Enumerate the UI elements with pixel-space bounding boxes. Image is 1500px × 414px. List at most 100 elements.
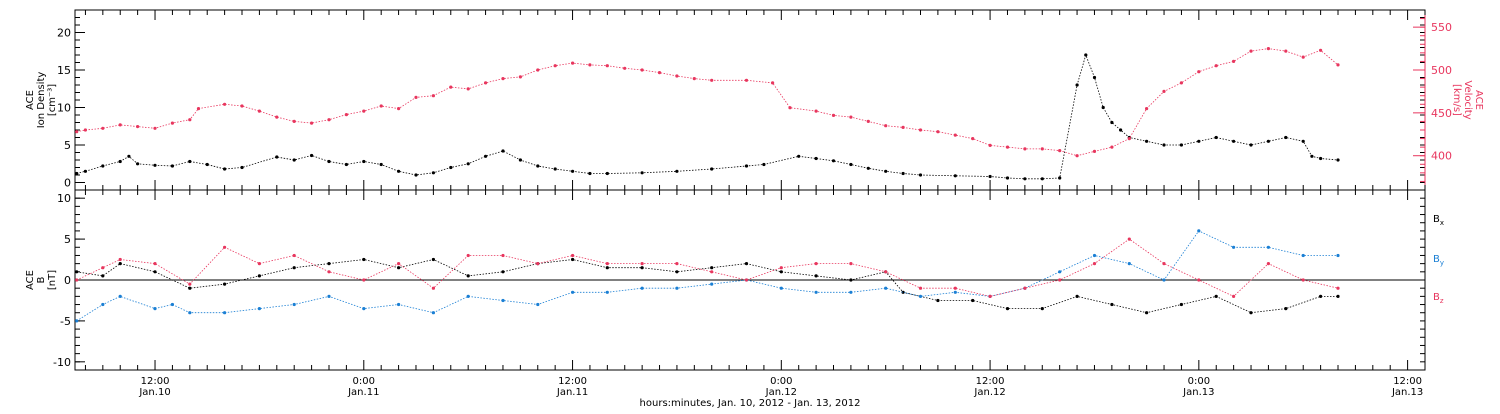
data-point <box>918 128 923 132</box>
data-point <box>884 270 888 274</box>
legend-bx-main: B <box>1433 214 1440 225</box>
data-point <box>640 68 644 72</box>
data-point <box>571 290 575 294</box>
x-tick-time: 0:00 <box>1188 376 1210 387</box>
data-point <box>692 77 696 81</box>
data-point <box>118 294 122 298</box>
data-point <box>1084 53 1088 57</box>
data-point <box>1301 278 1305 282</box>
x-tick-date: Jan.10 <box>138 387 170 398</box>
x-tick-time: 12:00 <box>141 376 170 387</box>
data-point <box>223 311 227 315</box>
data-point <box>1284 307 1288 311</box>
legend-by-sub: y <box>1440 259 1444 267</box>
series-trace <box>76 230 1338 322</box>
data-point <box>1101 105 1105 110</box>
x-tick-time: 12:00 <box>976 376 1005 387</box>
data-point <box>101 274 105 278</box>
data-point <box>605 262 609 266</box>
data-point <box>788 106 792 110</box>
data-point <box>1197 229 1201 233</box>
data-point <box>1336 158 1340 162</box>
data-point <box>275 115 279 119</box>
x-tick-date: Jan.11 <box>556 387 588 398</box>
legend-bx-sub: x <box>1440 219 1444 227</box>
data-point <box>710 282 714 286</box>
legend-bx: Bx <box>1433 214 1444 227</box>
top-series <box>75 47 1340 181</box>
data-point <box>1058 270 1062 274</box>
data-point <box>1319 48 1323 52</box>
data-point <box>640 266 644 270</box>
data-point <box>466 274 470 278</box>
data-point <box>762 162 766 167</box>
data-point <box>223 245 227 249</box>
data-point <box>1266 139 1270 143</box>
data-point <box>1127 262 1131 266</box>
data-point <box>779 266 783 270</box>
data-point <box>918 286 923 290</box>
data-point <box>884 169 888 173</box>
data-point <box>710 167 714 171</box>
data-point <box>1110 120 1114 125</box>
data-point <box>362 109 366 113</box>
data-point <box>988 143 992 147</box>
tick-label: 10 <box>57 102 71 115</box>
data-point <box>536 262 540 266</box>
data-point <box>83 169 87 173</box>
data-point <box>571 253 575 258</box>
data-point <box>1179 302 1183 307</box>
x-tick-date: Jan.12 <box>973 387 1005 398</box>
data-point <box>223 167 227 171</box>
data-point <box>605 290 609 294</box>
x-tick-time: 0:00 <box>353 376 375 387</box>
data-point <box>75 270 79 274</box>
data-point <box>327 159 331 164</box>
data-point <box>1232 59 1236 64</box>
data-point <box>196 107 201 111</box>
series-left <box>75 53 1340 181</box>
data-point <box>1040 307 1044 311</box>
data-point <box>1336 294 1340 298</box>
data-point <box>188 118 192 122</box>
data-point <box>605 64 609 68</box>
data-point <box>901 125 905 129</box>
data-point <box>414 173 418 177</box>
data-point <box>1058 278 1062 282</box>
data-point <box>1214 294 1218 298</box>
bottom-left-axis-label-line-1: ACE <box>25 270 36 290</box>
x-tick-date: Jan.11 <box>347 387 379 398</box>
data-point <box>275 155 279 159</box>
data-point <box>771 81 775 85</box>
x-tick-date: Jan.12 <box>765 387 797 398</box>
data-point <box>257 274 261 278</box>
data-point <box>1040 147 1044 151</box>
data-point <box>362 307 366 311</box>
data-point <box>431 257 435 262</box>
data-point <box>75 278 79 282</box>
data-point <box>1310 154 1314 158</box>
legend-by-main: B <box>1433 254 1440 265</box>
tick-label: 0 <box>64 177 71 190</box>
data-point <box>675 262 679 266</box>
data-point <box>640 286 644 290</box>
data-point <box>153 270 157 274</box>
tick-label: 5 <box>64 139 71 152</box>
right-tick-label: 400 <box>1431 150 1452 163</box>
top-left-axis-label-line-1: ACE <box>25 90 36 110</box>
data-point <box>431 171 435 175</box>
data-point <box>1266 262 1270 266</box>
data-point <box>849 278 853 282</box>
legend-bz: Bz <box>1433 292 1444 305</box>
x-tick-time: 12:00 <box>558 376 587 387</box>
data-point <box>397 262 401 266</box>
data-point <box>1092 149 1097 153</box>
data-point <box>1249 49 1253 53</box>
data-point <box>292 266 296 270</box>
data-point <box>101 302 105 307</box>
tick-label: 20 <box>57 27 71 40</box>
data-point <box>136 125 140 129</box>
tick-label: 10 <box>57 192 71 205</box>
